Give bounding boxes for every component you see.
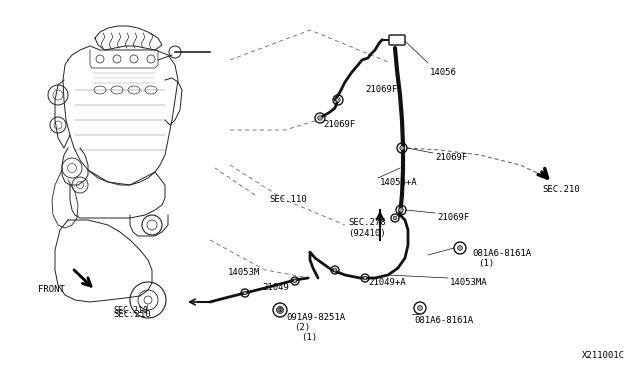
Text: 14056: 14056 bbox=[430, 68, 457, 77]
Polygon shape bbox=[62, 148, 88, 185]
Polygon shape bbox=[55, 80, 70, 148]
Text: 21069F: 21069F bbox=[323, 120, 355, 129]
Text: 081A6-8161A: 081A6-8161A bbox=[414, 316, 473, 325]
Polygon shape bbox=[70, 170, 165, 218]
Text: 21049+A: 21049+A bbox=[368, 278, 406, 287]
Circle shape bbox=[276, 307, 284, 314]
Text: 21069F: 21069F bbox=[435, 153, 467, 162]
Text: 21049: 21049 bbox=[262, 283, 289, 292]
Text: SEC.210: SEC.210 bbox=[113, 306, 148, 315]
Text: 21069F: 21069F bbox=[437, 213, 469, 222]
Circle shape bbox=[417, 306, 422, 310]
Polygon shape bbox=[130, 215, 168, 236]
Circle shape bbox=[317, 116, 323, 120]
Text: FRONT: FRONT bbox=[38, 285, 65, 294]
Circle shape bbox=[293, 279, 297, 283]
Text: (1): (1) bbox=[301, 333, 317, 342]
Circle shape bbox=[393, 216, 397, 220]
Text: 14053M: 14053M bbox=[228, 268, 260, 277]
Circle shape bbox=[458, 246, 462, 250]
Polygon shape bbox=[165, 78, 182, 125]
Text: SEC.210: SEC.210 bbox=[113, 310, 150, 319]
Polygon shape bbox=[63, 46, 178, 185]
Polygon shape bbox=[55, 220, 152, 302]
Text: 21069F: 21069F bbox=[365, 85, 397, 94]
Circle shape bbox=[364, 276, 367, 280]
Text: SEC.110: SEC.110 bbox=[269, 195, 307, 204]
Circle shape bbox=[399, 208, 403, 212]
Circle shape bbox=[144, 296, 152, 304]
Text: (92410): (92410) bbox=[348, 229, 386, 238]
Circle shape bbox=[400, 146, 404, 150]
Text: 14056+A: 14056+A bbox=[380, 178, 418, 187]
Text: 14053MA: 14053MA bbox=[450, 278, 488, 287]
Circle shape bbox=[243, 291, 247, 295]
Text: (1): (1) bbox=[478, 259, 494, 268]
Circle shape bbox=[333, 268, 337, 272]
Text: 081A6-8161A: 081A6-8161A bbox=[472, 249, 531, 258]
Text: ①: ① bbox=[278, 308, 282, 312]
Polygon shape bbox=[95, 26, 162, 50]
Text: 091A9-8251A: 091A9-8251A bbox=[286, 313, 345, 322]
FancyBboxPatch shape bbox=[389, 35, 405, 45]
Text: SEC.278: SEC.278 bbox=[348, 218, 386, 227]
Text: X211001C: X211001C bbox=[582, 351, 625, 360]
Text: SEC.210: SEC.210 bbox=[542, 185, 580, 194]
Circle shape bbox=[273, 303, 287, 317]
Circle shape bbox=[336, 98, 340, 102]
Text: (2): (2) bbox=[294, 323, 310, 332]
